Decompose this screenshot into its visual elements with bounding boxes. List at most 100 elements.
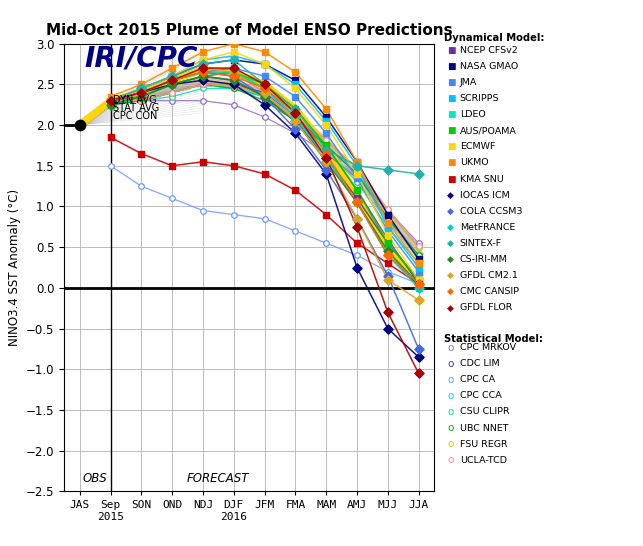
Point: [321, 141, 331, 150]
Text: JMA: JMA: [460, 78, 477, 87]
Text: FSU REGR: FSU REGR: [460, 440, 507, 449]
Point: [105, 96, 116, 105]
Point: [413, 170, 424, 179]
Point: [229, 80, 239, 89]
Point: [259, 170, 269, 179]
Point: [290, 68, 300, 76]
Point: [136, 84, 147, 93]
Point: [136, 92, 147, 101]
Point: [352, 170, 362, 179]
Point: [413, 369, 424, 378]
Point: [352, 174, 362, 182]
Text: STAT AVG: STAT AVG: [113, 103, 159, 113]
Point: [229, 68, 239, 76]
Text: NASA GMAO: NASA GMAO: [460, 62, 518, 71]
Text: CPC CA: CPC CA: [460, 375, 495, 384]
Point: [259, 112, 269, 121]
Point: [198, 157, 208, 166]
Point: [105, 96, 116, 105]
Point: [321, 141, 331, 150]
Text: ■: ■: [447, 126, 455, 135]
Text: ■: ■: [447, 46, 455, 55]
Point: [321, 170, 331, 179]
Point: [136, 80, 147, 89]
Point: [229, 210, 239, 219]
Point: [167, 88, 177, 97]
Text: o: o: [447, 407, 453, 417]
Point: [259, 60, 269, 68]
Point: [413, 239, 424, 247]
Point: [167, 88, 177, 97]
Point: [229, 72, 239, 81]
Point: [413, 280, 424, 288]
Point: [105, 92, 116, 101]
Point: [413, 263, 424, 272]
Point: [136, 96, 147, 105]
Point: [321, 153, 331, 162]
Point: [136, 88, 147, 97]
Point: [321, 165, 331, 174]
Text: ◆: ◆: [447, 304, 454, 312]
Point: [259, 84, 269, 93]
Text: CSU CLIPR: CSU CLIPR: [460, 407, 509, 417]
Point: [198, 80, 208, 89]
Point: [352, 215, 362, 223]
Point: [259, 215, 269, 223]
Point: [105, 96, 116, 105]
Point: [321, 239, 331, 247]
Point: [198, 72, 208, 81]
Text: MetFRANCE: MetFRANCE: [460, 223, 515, 232]
Text: LDEO: LDEO: [460, 110, 485, 119]
Point: [259, 92, 269, 101]
Point: [290, 129, 300, 138]
Point: [290, 117, 300, 126]
Point: [167, 80, 177, 89]
Point: [105, 96, 116, 105]
Point: [383, 251, 393, 260]
Point: [321, 117, 331, 126]
Text: ◆: ◆: [447, 223, 454, 232]
Y-axis label: NINO3.4 SST Anomaly (°C): NINO3.4 SST Anomaly (°C): [8, 189, 21, 346]
Point: [198, 48, 208, 56]
Point: [383, 239, 393, 247]
Point: [229, 76, 239, 85]
Point: [413, 296, 424, 305]
Text: OBS: OBS: [83, 472, 107, 485]
Point: [198, 72, 208, 81]
Point: [352, 177, 362, 186]
Point: [383, 222, 393, 231]
Point: [383, 218, 393, 227]
Point: [167, 76, 177, 85]
Text: Statistical Model:: Statistical Model:: [444, 334, 543, 344]
Point: [105, 133, 116, 141]
Point: [229, 56, 239, 64]
Text: GFDL FLOR: GFDL FLOR: [460, 304, 512, 312]
Point: [290, 117, 300, 126]
Text: ■: ■: [447, 94, 455, 103]
Point: [136, 88, 147, 97]
Point: [259, 60, 269, 68]
Point: [383, 267, 393, 276]
Point: [136, 88, 147, 97]
Text: o: o: [447, 375, 453, 385]
Point: [321, 129, 331, 138]
Point: [413, 280, 424, 288]
Point: [321, 145, 331, 154]
Point: [383, 251, 393, 260]
Point: [75, 121, 85, 129]
Point: [413, 345, 424, 353]
Point: [290, 104, 300, 113]
Text: SCRIPPS: SCRIPPS: [460, 94, 499, 103]
Point: [136, 88, 147, 97]
Point: [105, 96, 116, 105]
Text: COLA CCSM3: COLA CCSM3: [460, 207, 522, 216]
Point: [136, 96, 147, 105]
Point: [229, 68, 239, 76]
Point: [229, 51, 239, 60]
Point: [259, 92, 269, 101]
Point: [383, 230, 393, 239]
Text: UBC NNET: UBC NNET: [460, 424, 508, 432]
Point: [290, 112, 300, 121]
Text: UCLA-TCD: UCLA-TCD: [460, 456, 507, 465]
Point: [259, 96, 269, 105]
